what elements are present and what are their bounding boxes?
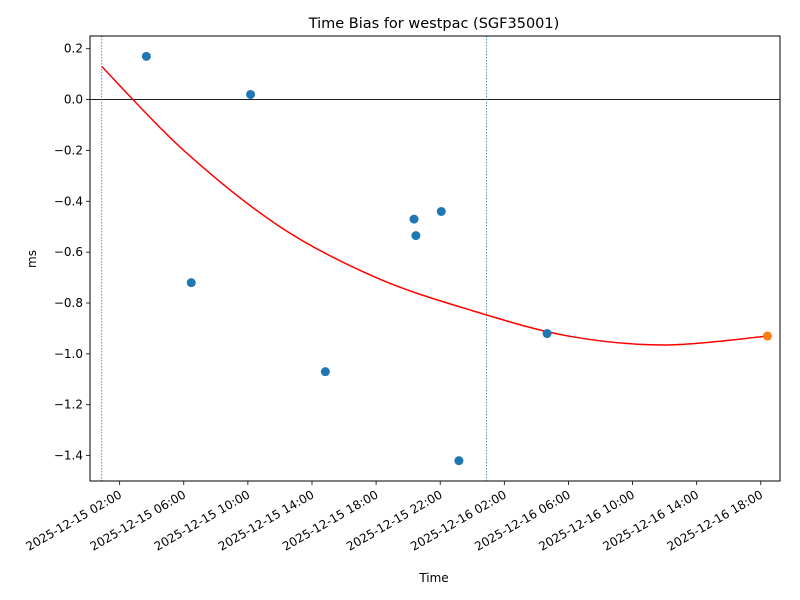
x-axis-title: Time — [418, 571, 448, 585]
y-tick-label-5: −0.8 — [54, 296, 83, 310]
reference-lines — [90, 36, 780, 481]
data-point-s0-8 — [542, 329, 552, 339]
data-point-s0-5 — [411, 231, 421, 241]
y-tick-label-8: −1.4 — [54, 449, 83, 463]
data-point-s0-6 — [436, 206, 446, 216]
y-tick-label-3: −0.4 — [54, 194, 83, 208]
data-point-s0-0 — [141, 51, 151, 61]
y-axis-title: ms — [25, 250, 39, 268]
fit-curve-line — [101, 65, 768, 346]
data-point-s0-3 — [320, 367, 330, 377]
y-tick-label-6: −1.0 — [54, 347, 83, 361]
y-tick-label-2: −0.2 — [54, 143, 83, 157]
y-tick-label-0: 0.2 — [64, 42, 83, 56]
data-point-s1-0 — [762, 331, 772, 341]
y-tick-label-4: −0.6 — [54, 245, 83, 259]
fit-curve-layer — [101, 65, 768, 346]
y-tick-label-7: −1.2 — [54, 398, 83, 412]
data-point-s0-2 — [246, 89, 256, 99]
y-tick-label-1: 0.0 — [64, 93, 83, 107]
data-point-s0-1 — [186, 278, 196, 288]
chart-title: Time Bias for westpac (SGF35001) — [308, 16, 560, 32]
data-point-s0-4 — [409, 214, 419, 224]
data-point-s0-7 — [454, 456, 464, 466]
plot-area-frame — [89, 35, 781, 482]
data-points-layer — [141, 51, 772, 466]
y-axis: 0.2 0.0 −0.2 −0.4 −0.6 −0.8 −1.0 −1.2 −1.4 — [54, 42, 90, 463]
